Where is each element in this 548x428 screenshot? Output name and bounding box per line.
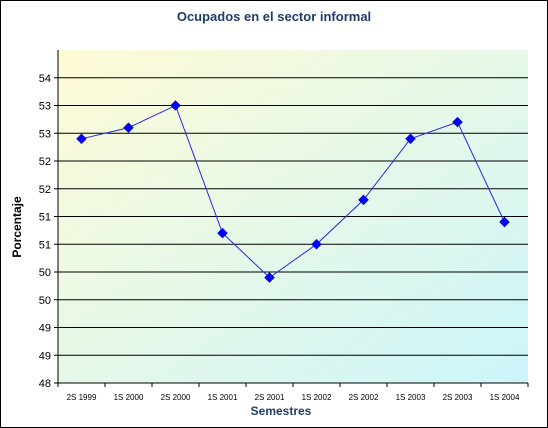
x-tick-label: 2S 2003	[443, 393, 473, 402]
data-point	[123, 122, 134, 134]
chart-title: Ocupados en el sector informal	[177, 9, 371, 24]
x-tick-labels: 2S 1999 1S 2000 2S 2000 1S 2001 2S 2001 1S 20…	[67, 393, 520, 402]
gridlines	[58, 77, 528, 356]
data-point	[499, 216, 510, 228]
y-tick-labels: 48 49 49 50 50 51 51 52 52 53 53 54	[39, 73, 51, 390]
y-tick-label: 50	[39, 295, 51, 307]
y-tick-label: 53	[39, 128, 51, 140]
data-point	[170, 100, 181, 111]
x-tick-label: 1S 2002	[302, 393, 332, 402]
data-point	[76, 133, 87, 145]
data-point	[264, 272, 275, 283]
y-tick-label: 51	[39, 212, 51, 224]
y-tick-label: 48	[39, 378, 51, 390]
x-tick-label: 2S 2000	[161, 393, 191, 402]
x-tick-label: 2S 2001	[255, 393, 285, 402]
x-tick-label: 1S 2001	[208, 393, 238, 402]
data-point	[405, 133, 416, 145]
y-tick-label: 50	[39, 267, 51, 279]
data-point	[452, 116, 463, 128]
y-tick-label: 49	[39, 323, 51, 335]
y-tick-label: 52	[39, 156, 51, 168]
y-tick-label: 52	[39, 184, 51, 196]
x-axis-title: Semestres	[251, 404, 312, 418]
x-tick-label: 2S 1999	[67, 393, 97, 402]
y-tick-label: 53	[39, 101, 51, 113]
x-tick-label: 1S 2000	[114, 393, 144, 402]
y-tick-label: 51	[39, 239, 51, 251]
data-point	[311, 238, 322, 250]
series-layer	[76, 100, 510, 283]
x-tick-label: 2S 2002	[349, 393, 379, 402]
y-tick-label: 54	[39, 73, 51, 85]
data-point	[217, 227, 228, 239]
data-point	[358, 194, 369, 206]
x-tick-label: 1S 2003	[396, 393, 426, 402]
y-tick-label: 49	[39, 350, 51, 362]
axes	[54, 50, 529, 387]
y-axis-title: Porcentaje	[10, 196, 24, 258]
x-tick-label: 1S 2004	[490, 393, 520, 402]
series-line	[81, 104, 505, 279]
